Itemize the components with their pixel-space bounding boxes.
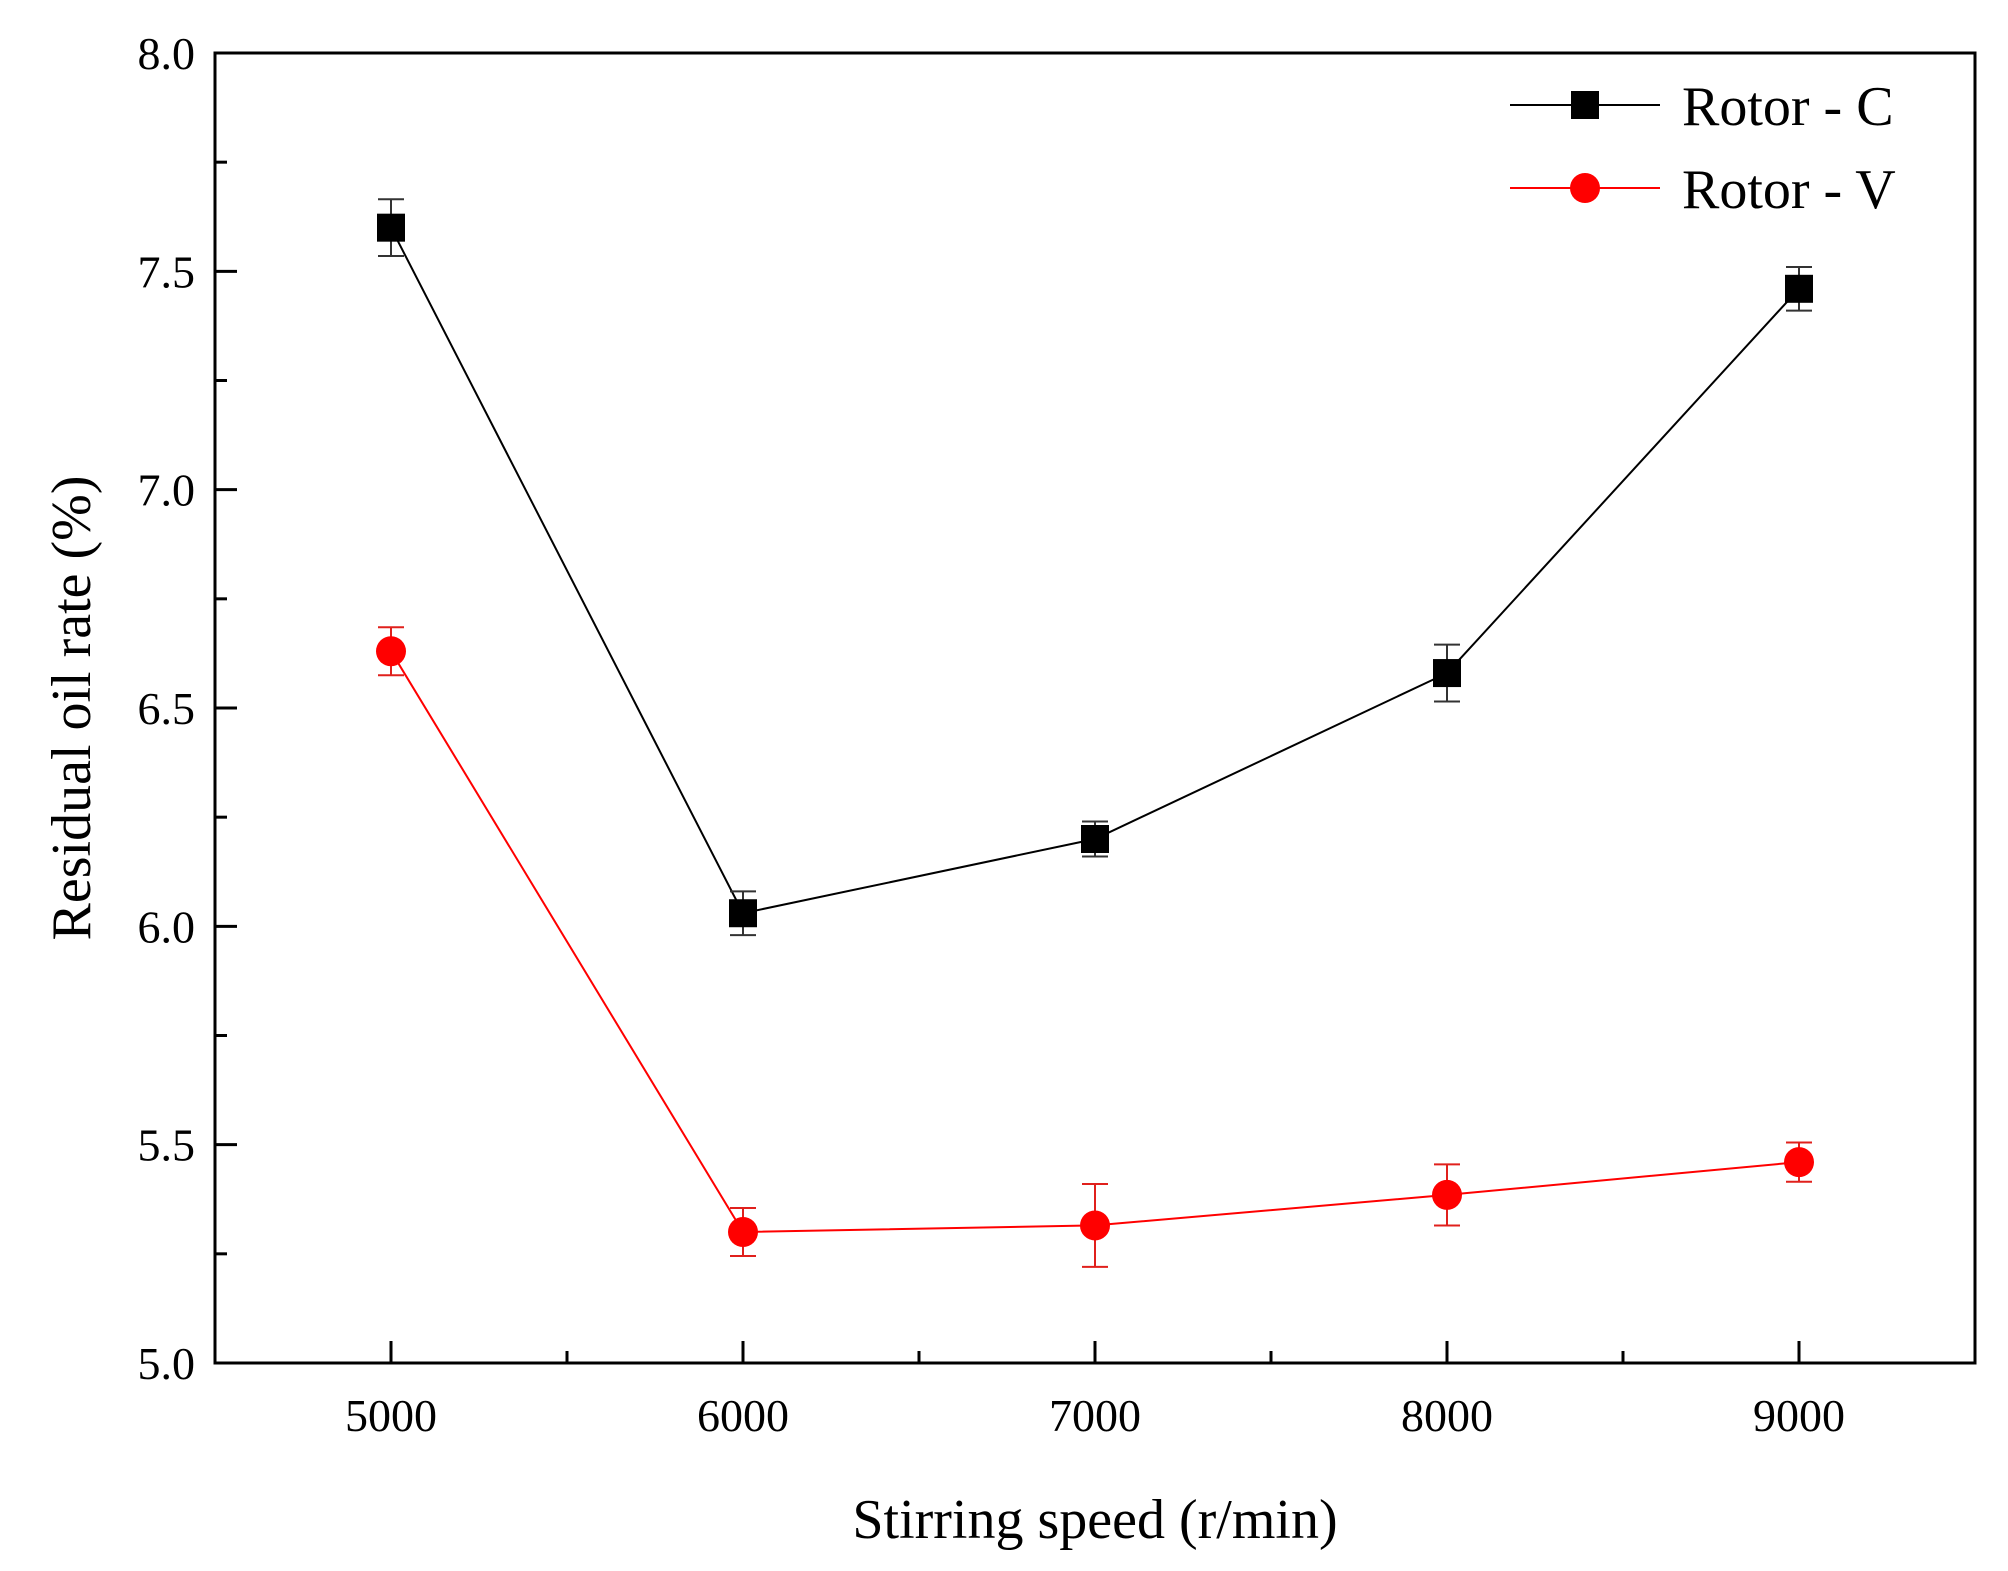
legend: Rotor - C Rotor - V [1510, 76, 1896, 221]
x-tick-label: 5000 [345, 1390, 437, 1441]
rotor-v-point [1784, 1147, 1814, 1178]
legend-rotor-v-marker [1570, 173, 1600, 203]
x-tick-label: 6000 [697, 1390, 789, 1441]
y-axis-title: Residual oil rate (%) [41, 476, 103, 941]
y-tick-label: 6.5 [138, 683, 196, 734]
plot-frame [213, 51, 1977, 1365]
rotor-c-line [390, 227, 1800, 915]
rotor-c-point [729, 899, 757, 928]
x-tick-label: 9000 [1753, 1390, 1845, 1441]
y-tick-label: 6.0 [138, 901, 196, 952]
rotor-v-point [376, 636, 406, 667]
rotor-v-point [728, 1217, 758, 1247]
rotor-c-point [1433, 659, 1461, 688]
rotor-c-point [1081, 825, 1109, 853]
y-axis-ticks: 5.0 5.5 6.0 6.5 7.0 7.5 8.0 [138, 28, 237, 1389]
x-tick-label: 8000 [1401, 1390, 1493, 1441]
y-tick-label: 5.0 [138, 1338, 196, 1389]
legend-rotor-c-marker [1571, 91, 1599, 119]
x-axis-title: Stirring speed (r/min) [852, 1489, 1337, 1551]
y-tick-label: 7.5 [138, 246, 196, 297]
y-tick-label: 8.0 [138, 28, 196, 79]
legend-rotor-c-label: Rotor - C [1682, 76, 1894, 138]
rotor-c-point [377, 213, 405, 242]
y-tick-label: 5.5 [138, 1120, 196, 1171]
legend-rotor-v-label: Rotor - V [1682, 159, 1896, 221]
rotor-c-point [1785, 274, 1813, 303]
y-tick-label: 7.0 [138, 465, 196, 516]
x-tick-label: 7000 [1049, 1390, 1141, 1441]
series-layer [376, 198, 1814, 1268]
x-axis-ticks: 5000 6000 7000 8000 9000 [345, 1341, 1845, 1441]
rotor-v-point [1080, 1210, 1110, 1241]
rotor-v-line [390, 650, 1800, 1234]
rotor-v-point [1432, 1179, 1462, 1210]
